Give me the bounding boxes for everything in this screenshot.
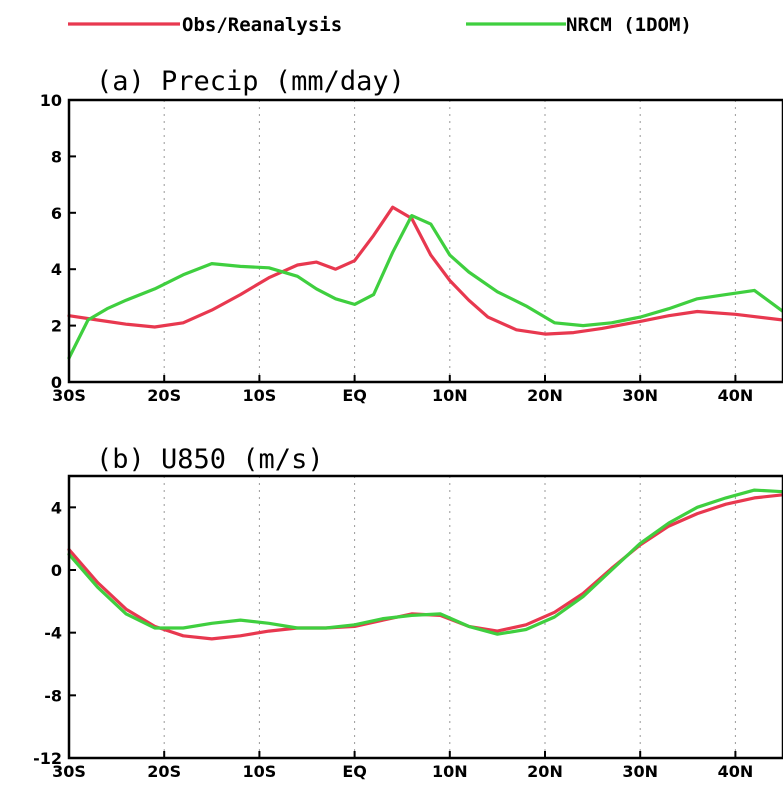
y-tick-label: 6 — [51, 204, 62, 223]
y-tick-label: 8 — [51, 147, 62, 166]
y-tick-label: 0 — [51, 561, 62, 580]
x-tick-label: 20N — [527, 386, 563, 405]
x-tick-label: 40N — [718, 386, 754, 405]
y-tick-label: 4 — [51, 498, 62, 517]
legend-label-nrcm: NRCM (1DOM) — [566, 14, 692, 36]
x-tick-label: 10S — [243, 762, 277, 781]
panel-a-yaxis: 0 2 4 6 8 10 — [40, 91, 76, 392]
x-tick-label: 30S — [52, 762, 86, 781]
panel-a-frame — [67, 98, 783, 384]
panel-a: (a) Precip (mm/day) 0 2 4 6 8 10 30S 20S 10S EQ 1… — [40, 66, 783, 405]
y-tick-label: 2 — [51, 317, 62, 336]
series-line-nrcm — [67, 488, 783, 636]
panel-a-series — [67, 205, 783, 360]
y-tick-label: -8 — [44, 686, 62, 705]
y-tick-label: -4 — [44, 624, 62, 643]
series-line-nrcm — [67, 214, 783, 360]
series-line-obs — [67, 205, 783, 336]
x-tick-label: EQ — [342, 762, 367, 781]
panel-b-xaxis: 30S 20S 10S EQ 10N 20N 30N 40N — [52, 751, 753, 781]
panel-a-grid — [163, 100, 736, 382]
panel-b-series — [67, 488, 783, 641]
y-tick-label: 0 — [51, 373, 62, 392]
panel-b: (b) U850 (m/s) -12 -8 -4 0 4 30S 20S 10S EQ 10N 2… — [33, 444, 783, 781]
x-tick-label: 10N — [432, 386, 468, 405]
x-tick-label: 30N — [622, 386, 658, 405]
x-tick-label: 30N — [622, 762, 658, 781]
x-tick-label: 10S — [243, 386, 277, 405]
y-tick-label: -12 — [33, 749, 62, 768]
x-tick-label: EQ — [342, 386, 367, 405]
y-tick-label: 4 — [51, 260, 62, 279]
series-line-obs — [67, 493, 783, 641]
x-tick-label: 10N — [432, 762, 468, 781]
x-tick-label: 30S — [52, 386, 86, 405]
x-tick-label: 20N — [527, 762, 563, 781]
panel-b-title: (b) U850 (m/s) — [96, 444, 324, 475]
panel-b-yaxis: -12 -8 -4 0 4 — [33, 498, 76, 768]
panel-a-xaxis: 30S 20S 10S EQ 10N 20N 30N 40N — [52, 375, 753, 405]
x-tick-label: 20S — [147, 762, 181, 781]
y-tick-label: 10 — [40, 91, 62, 110]
legend: Obs/Reanalysis NRCM (1DOM) — [68, 14, 692, 36]
panel-a-title: (a) Precip (mm/day) — [96, 66, 405, 97]
legend-label-obs: Obs/Reanalysis — [182, 14, 342, 36]
panel-b-frame — [67, 474, 783, 760]
x-tick-label: 40N — [718, 762, 754, 781]
x-tick-label: 20S — [147, 386, 181, 405]
